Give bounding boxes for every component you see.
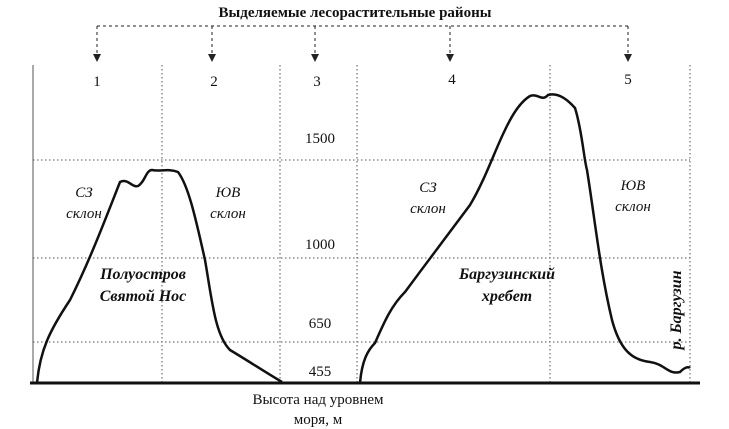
- arrowhead: [93, 54, 101, 62]
- slope-label: ЮВ: [215, 185, 241, 201]
- axis-label: Высота над уровнем: [252, 392, 384, 408]
- slope-label: СЗ: [75, 185, 93, 201]
- region-number: 5: [624, 72, 632, 88]
- bracket: [96, 25, 629, 54]
- slope-label: склон: [210, 206, 246, 222]
- arrowhead: [311, 54, 319, 62]
- area-name: Баргузинский: [458, 266, 555, 283]
- elevation-label: 455: [309, 364, 332, 380]
- river-label: р. Баргузин: [668, 270, 685, 351]
- title: Выделяемые лесорастительные районы: [219, 5, 492, 21]
- slope-label: склон: [410, 201, 446, 217]
- slope-label: склон: [615, 199, 651, 215]
- profile-svyatoy-nos: [35, 168, 283, 384]
- slope-label: ЮВ: [620, 178, 646, 194]
- axis-label: моря, м: [294, 412, 343, 428]
- arrowhead: [624, 54, 632, 62]
- arrowhead: [446, 54, 454, 62]
- elevation-label: 650: [309, 316, 332, 332]
- slope-label: склон: [66, 206, 102, 222]
- arrowheads: [93, 54, 632, 62]
- profile-barguzin: [358, 93, 691, 384]
- region-number: 2: [210, 74, 218, 90]
- area-name: хребет: [481, 288, 532, 305]
- region-number: 4: [448, 72, 456, 88]
- region-number: 3: [313, 74, 321, 90]
- slope-label: СЗ: [419, 180, 437, 196]
- area-name: Святой Нос: [100, 288, 187, 305]
- elevation-label: 1500: [305, 131, 335, 147]
- region-number: 1: [93, 74, 101, 90]
- area-name: Полуостров: [99, 266, 186, 283]
- elevation-label: 1000: [305, 237, 335, 253]
- arrowhead: [208, 54, 216, 62]
